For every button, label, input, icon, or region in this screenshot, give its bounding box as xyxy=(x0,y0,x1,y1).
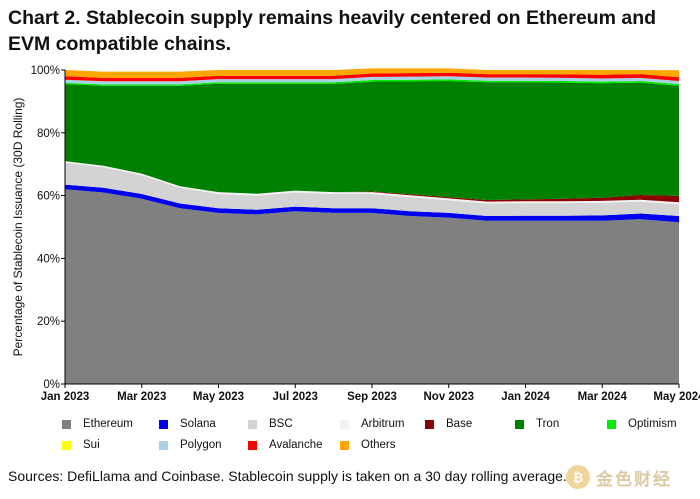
area-others xyxy=(65,68,679,78)
area-avalanche xyxy=(65,72,679,82)
area-bsc xyxy=(65,162,679,216)
source-footnote: Sources: DefiLlama and Coinbase. Stablec… xyxy=(8,468,567,484)
legend-swatch xyxy=(340,440,349,450)
x-tick-label: Nov 2023 xyxy=(423,391,474,403)
legend-item-others: Others xyxy=(340,439,396,451)
legend-swatch xyxy=(515,419,524,429)
y-tick-label: 20% xyxy=(37,316,60,328)
x-tick-label: Sep 2023 xyxy=(347,391,397,403)
x-tick-label: May 2024 xyxy=(653,391,700,403)
legend-item-polygon: Polygon xyxy=(159,439,222,451)
legend-item-sui: Sui xyxy=(62,439,100,451)
y-tick-label: 0% xyxy=(43,379,60,391)
area-optimism xyxy=(65,79,679,86)
area-polygon xyxy=(65,76,679,85)
x-tick-label: Jul 2023 xyxy=(273,391,318,403)
area-base xyxy=(65,161,679,203)
y-tick-label: 100% xyxy=(31,65,60,77)
x-tick-label: Mar 2023 xyxy=(117,391,166,403)
legend-swatch xyxy=(425,419,434,429)
chart-title: Chart 2. Stablecoin supply remains heavi… xyxy=(8,7,657,55)
legend-item-ethereum: Ethereum xyxy=(62,418,133,430)
y-axis-label: Percentage of Stablecoin Issuance (30D R… xyxy=(11,98,25,357)
legend-label: Solana xyxy=(180,418,216,430)
legend-label: Ethereum xyxy=(83,418,133,430)
y-tick-label: 80% xyxy=(37,128,60,140)
area-solana xyxy=(65,184,679,223)
y-tick-label: 60% xyxy=(37,191,60,203)
legend-item-bsc: BSC xyxy=(248,418,293,430)
stacked-area-chart: 0% 20% 40% 60% 80% 100% Jan 2023 Mar 2023 May 20… xyxy=(11,65,700,403)
area-ethereum xyxy=(65,189,679,384)
legend-label: Optimism xyxy=(628,418,677,430)
area-tron xyxy=(65,81,679,200)
legend-item-tron: Tron xyxy=(515,418,559,430)
legend-label: Polygon xyxy=(180,439,222,451)
watermark-logo: ₿ 金色财经 xyxy=(566,460,694,494)
legend-label: Tron xyxy=(536,418,560,430)
legend-swatch xyxy=(159,419,168,429)
x-tick-label: Jan 2024 xyxy=(501,391,550,403)
legend-label: Sui xyxy=(83,439,100,451)
legend-item-solana: Solana xyxy=(159,418,216,430)
legend-item-arbitrum: Arbitrum xyxy=(340,418,404,430)
legend-swatch xyxy=(340,419,349,429)
legend-label: Base xyxy=(446,418,473,430)
y-tick-label: 40% xyxy=(37,253,60,265)
x-tick-label: Mar 2024 xyxy=(578,391,628,403)
legend-label: Others xyxy=(361,439,396,451)
x-tick-label: May 2023 xyxy=(193,391,244,403)
legend-item-avalanche: Avalanche xyxy=(248,439,323,451)
watermark-text: 金色财经 xyxy=(596,469,672,489)
legend-item-optimism: Optimism xyxy=(607,418,677,430)
legend-swatch xyxy=(62,440,71,450)
legend-swatch xyxy=(607,419,616,429)
legend-swatch xyxy=(62,419,71,429)
legend-label: BSC xyxy=(269,418,293,430)
legend-swatch xyxy=(248,440,257,450)
legend-item-base: Base xyxy=(425,418,472,430)
x-tick-label: Jan 2023 xyxy=(41,391,90,403)
legend-swatch xyxy=(248,419,257,429)
legend-label: Arbitrum xyxy=(361,418,405,430)
area-arbitrum xyxy=(65,161,679,205)
legend-swatch xyxy=(159,440,168,450)
watermark-coin-icon: ₿ xyxy=(566,465,590,489)
legend-label: Avalanche xyxy=(269,439,323,451)
